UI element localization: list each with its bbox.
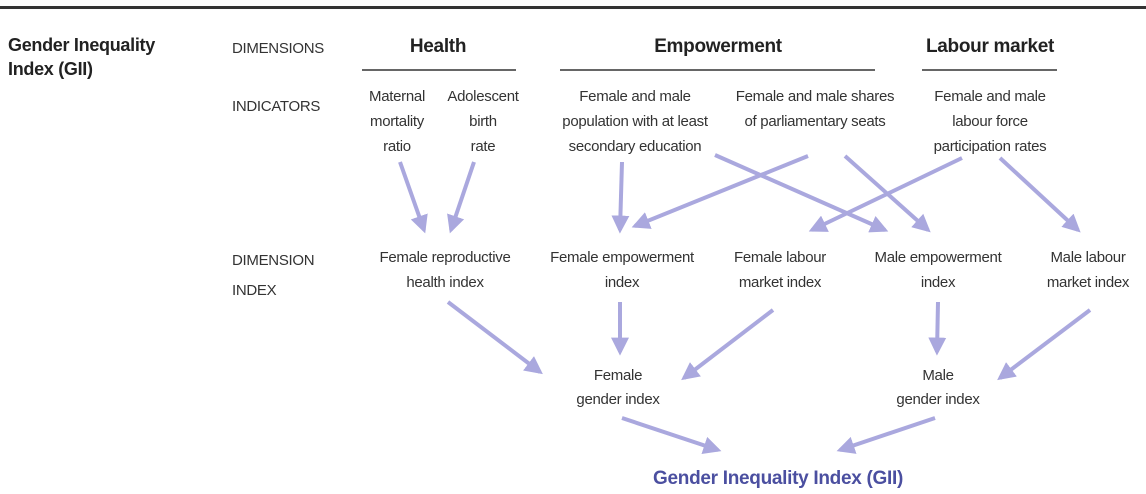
indicator: mortality xyxy=(370,113,425,130)
indicator: rate xyxy=(471,138,496,155)
gender-index: gender index xyxy=(576,391,660,408)
dimension-index: health index xyxy=(406,274,484,291)
arrows xyxy=(398,153,1092,454)
dimension-index: Male labour xyxy=(1050,249,1125,266)
dimension: Health xyxy=(410,36,466,57)
gender-index: Male xyxy=(922,367,953,384)
dimension-index: index xyxy=(921,274,956,291)
dimension-index: Female reproductive xyxy=(379,249,510,266)
dimension: Labour market xyxy=(926,36,1055,57)
row-label: INDEX xyxy=(232,282,277,299)
indicator: ratio xyxy=(383,138,411,155)
dimension-index: Female labour xyxy=(734,249,826,266)
indicator: birth xyxy=(469,113,497,130)
indicator: Female and male xyxy=(934,88,1045,105)
dimension: Empowerment xyxy=(654,36,783,57)
indicator: population with at least xyxy=(562,113,709,130)
row-label: DIMENSIONS xyxy=(232,40,324,57)
indicator: of parliamentary seats xyxy=(745,113,886,130)
row-label: DIMENSION xyxy=(232,252,314,269)
gender-index: gender index xyxy=(896,391,980,408)
top-rule xyxy=(0,6,1146,9)
dimension-index: market index xyxy=(1047,274,1130,291)
indicator: Maternal xyxy=(369,88,425,105)
row-label: INDICATORS xyxy=(232,98,320,115)
gender-index: Female xyxy=(594,367,642,384)
dimension-index: index xyxy=(605,274,640,291)
indicator: Female and male shares xyxy=(736,88,894,105)
final-index: Gender Inequality Index (GII) xyxy=(653,468,903,489)
dimension-index: Male empowerment xyxy=(875,249,1003,266)
title: Index (GII) xyxy=(8,59,93,79)
indicator: secondary education xyxy=(569,138,702,155)
dimension-index: Female empowerment xyxy=(550,249,695,266)
indicator: Adolescent xyxy=(447,88,519,105)
indicator: Female and male xyxy=(579,88,690,105)
indicator: labour force xyxy=(952,113,1028,130)
indicator: participation rates xyxy=(934,138,1047,155)
title: Gender Inequality xyxy=(8,35,155,55)
dimension-index: market index xyxy=(739,274,822,291)
